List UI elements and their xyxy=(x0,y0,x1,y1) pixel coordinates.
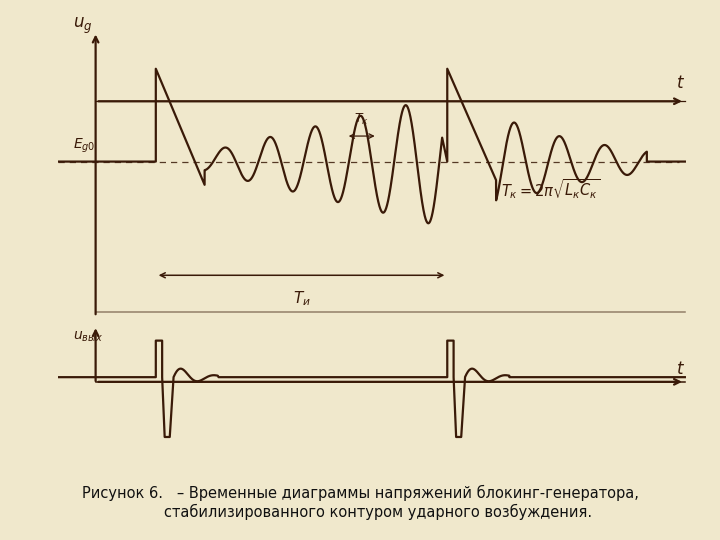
Text: $T_к$: $T_к$ xyxy=(354,112,369,127)
Text: $t$: $t$ xyxy=(676,75,685,92)
Text: $T_и$: $T_и$ xyxy=(292,289,310,308)
Text: Рисунок 6.   – Временные диаграммы напряжений блокинг-генератора,
        стабил: Рисунок 6. – Временные диаграммы напряже… xyxy=(81,485,639,519)
Text: $u_{вых}$: $u_{вых}$ xyxy=(73,329,104,344)
Text: $t$: $t$ xyxy=(676,361,685,379)
Text: $T_к = 2\pi\sqrt{L_кC_к}$: $T_к = 2\pi\sqrt{L_кC_к}$ xyxy=(501,178,600,201)
Text: $E_{g0}$: $E_{g0}$ xyxy=(73,136,96,154)
Text: $u_g$: $u_g$ xyxy=(73,16,93,36)
